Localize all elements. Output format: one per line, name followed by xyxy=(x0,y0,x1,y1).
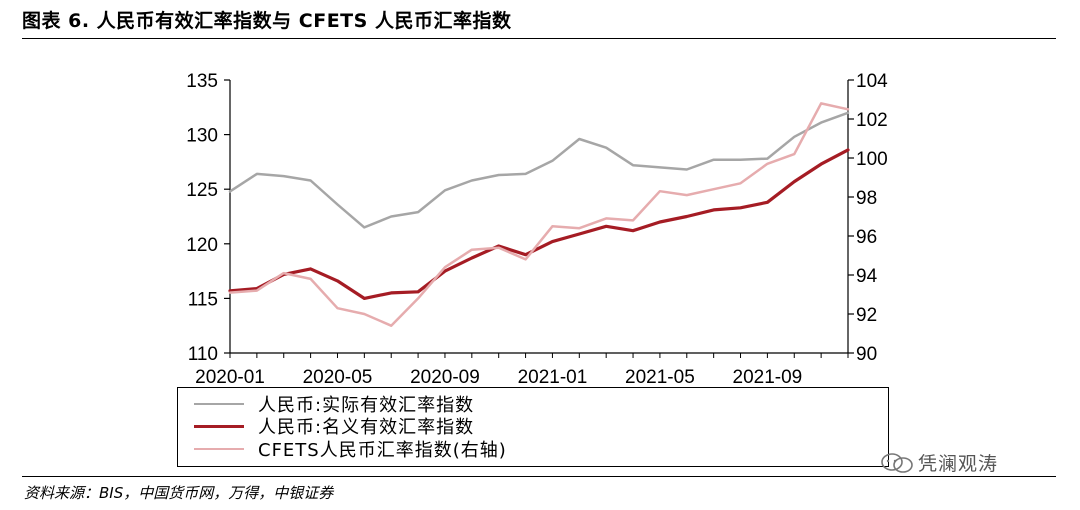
axes xyxy=(224,79,854,358)
x-tick-label: 2021-01 xyxy=(518,367,588,388)
right-tick-label: 104 xyxy=(856,71,888,92)
x-tick-label: 2020-05 xyxy=(303,367,373,388)
legend-item-reer: 人民币:实际有效汇率指数 xyxy=(194,393,475,416)
legend xyxy=(177,387,889,467)
legend-swatch-reer xyxy=(194,403,244,405)
right-tick-label: 100 xyxy=(856,149,888,170)
left-tick-label: 115 xyxy=(188,289,218,310)
right-tick-label: 96 xyxy=(856,227,877,248)
right-tick-label: 102 xyxy=(856,110,888,131)
x-tick-label: 2020-01 xyxy=(195,367,265,388)
legend-item-cfets: CFETS人民币汇率指数(右轴) xyxy=(194,438,507,461)
watermark: 凭澜观涛 xyxy=(880,449,998,476)
chat-bubble-icon xyxy=(881,452,913,473)
legend-swatch-neer xyxy=(194,424,244,428)
x-tick-label: 2021-05 xyxy=(625,367,695,388)
series-line-reer xyxy=(228,111,850,229)
left-tick-label: 130 xyxy=(186,126,218,147)
series-line-neer xyxy=(228,148,850,300)
right-tick-label: 92 xyxy=(856,305,877,326)
chart-title: 图表 6. 人民币有效汇率指数与 CFETS 人民币汇率指数 xyxy=(22,10,512,32)
tick-labels: 110 115 120 125 130 135 90 92 94 96 98 100 102 104 202… xyxy=(186,71,888,388)
left-tick-label: 135 xyxy=(186,71,218,92)
series-line-cfets xyxy=(228,102,850,327)
x-tick-label: 2021-09 xyxy=(733,367,803,388)
right-tick-label: 98 xyxy=(856,188,877,209)
watermark-text: 凭澜观涛 xyxy=(918,453,999,475)
source-note: 资料来源：BIS，中国货币网，万得，中银证券 xyxy=(24,484,334,502)
left-tick-label: 120 xyxy=(186,235,218,256)
left-tick-label: 125 xyxy=(186,180,218,201)
legend-label-cfets: CFETS人民币汇率指数(右轴) xyxy=(258,440,507,461)
legend-label-reer: 人民币:实际有效汇率指数 xyxy=(258,395,475,416)
right-tick-label: 94 xyxy=(856,266,878,287)
legend-swatch-cfets xyxy=(194,448,244,450)
left-tick-label: 110 xyxy=(188,344,218,365)
right-tick-label: 90 xyxy=(856,344,877,365)
source-divider xyxy=(22,476,1056,477)
x-tick-label: 2020-09 xyxy=(410,367,480,388)
series-lines xyxy=(228,102,850,327)
legend-label-neer: 人民币:名义有效汇率指数 xyxy=(258,417,475,438)
title-divider xyxy=(22,38,1056,39)
line-chart: 110 115 120 125 130 135 90 92 94 96 98 100 102 104 202… xyxy=(186,71,888,388)
legend-item-neer: 人民币:名义有效汇率指数 xyxy=(194,415,475,438)
